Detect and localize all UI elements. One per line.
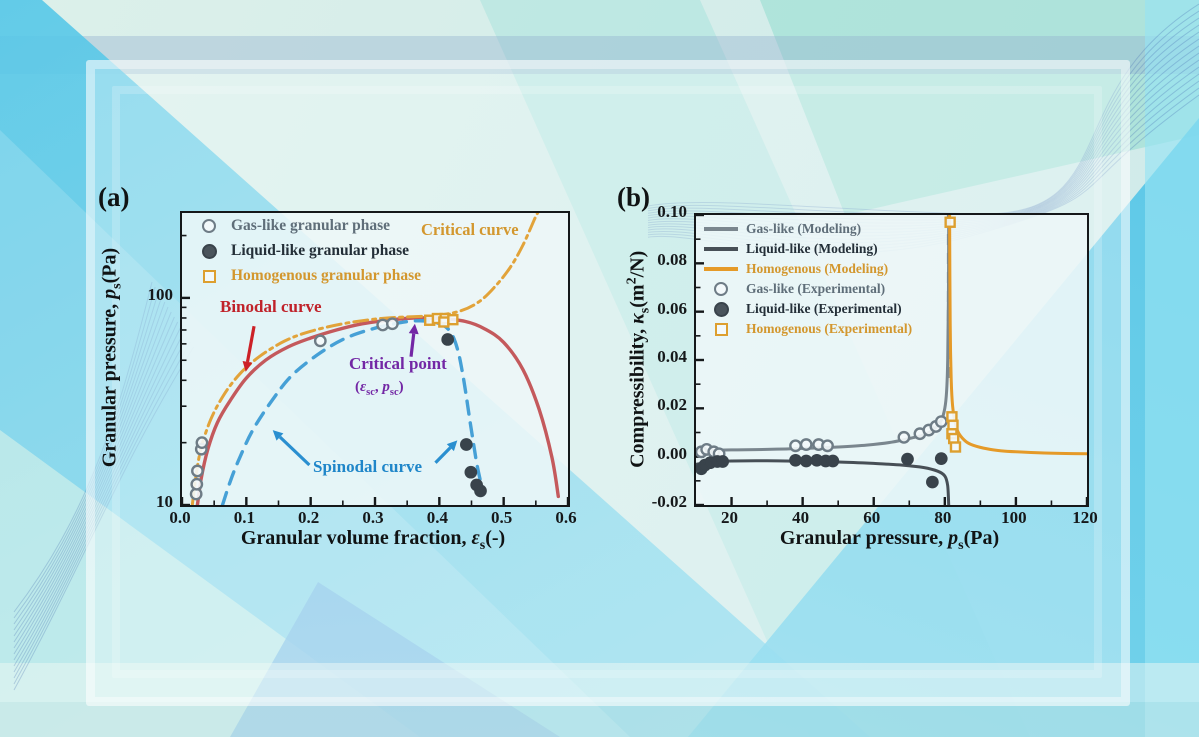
background-bottom-strip-2: [0, 702, 1199, 737]
binodal-curve-annotation: Binodal curve: [220, 297, 322, 316]
y-axis-label-b: Compressibility, κs(m2/N): [624, 250, 653, 468]
legend-item-gas-like: Gas-like granular phase: [196, 217, 421, 235]
legend-item-homogenous-modeling: Homogenous (Modeling): [703, 261, 912, 277]
open-circle-marker-icon: [196, 219, 222, 233]
legend-panel-a: Gas-like granular phase Liquid-like gran…: [196, 217, 421, 285]
critical-curve-annotation: Critical curve: [421, 220, 519, 239]
open-circle-marker-icon: [703, 282, 739, 296]
x-axis-label-a: Granular volume fraction, εs(-): [240, 527, 506, 553]
background-right-band: [1145, 0, 1199, 737]
critical-point-coordinates: (εsc, psc): [355, 379, 404, 398]
legend-item-homogenous-experimental: Homogenous (Experimental): [703, 321, 912, 337]
legend-item-liquid-experimental: Liquid-like (Experimental): [703, 301, 912, 317]
filled-circle-marker-icon: [703, 301, 739, 317]
translucent-frame-inner: [112, 86, 1102, 678]
y-axis-label-a: Granular pressure, ps(Pa): [98, 247, 125, 468]
open-square-marker-icon: [703, 322, 739, 336]
phase-diagram-plot: [180, 211, 570, 507]
open-square-marker-icon: [196, 269, 222, 283]
panel-b-label: (b): [617, 182, 650, 212]
background-bottom-strip: [0, 663, 1199, 702]
compressibility-plot: [694, 213, 1089, 507]
spinodal-curve-annotation: Spinodal curve: [313, 457, 423, 476]
dark-line-marker-icon: [703, 247, 739, 251]
legend-item-gas-modeling: Gas-like (Modeling): [703, 221, 912, 237]
legend-item-liquid-modeling: Liquid-like (Modeling): [703, 241, 912, 257]
legend-item-homogenous: Homogenous granular phase: [196, 267, 421, 285]
gray-line-marker-icon: [703, 227, 739, 231]
legend-item-liquid-like: Liquid-like granular phase: [196, 242, 421, 260]
critical-point-annotation: Critical point: [349, 354, 447, 373]
y-axis-label-a-text: Granular pressure,: [98, 298, 121, 468]
legend-item-gas-experimental: Gas-like (Experimental): [703, 281, 912, 297]
orange-line-marker-icon: [703, 267, 739, 271]
x-axis-label-b: Granular pressure, ps(Pa): [779, 527, 1000, 553]
filled-circle-marker-icon: [196, 243, 222, 259]
legend-panel-b: Gas-like (Modeling) Liquid-like (Modelin…: [703, 221, 912, 337]
panel-a-label: (a): [98, 182, 130, 212]
